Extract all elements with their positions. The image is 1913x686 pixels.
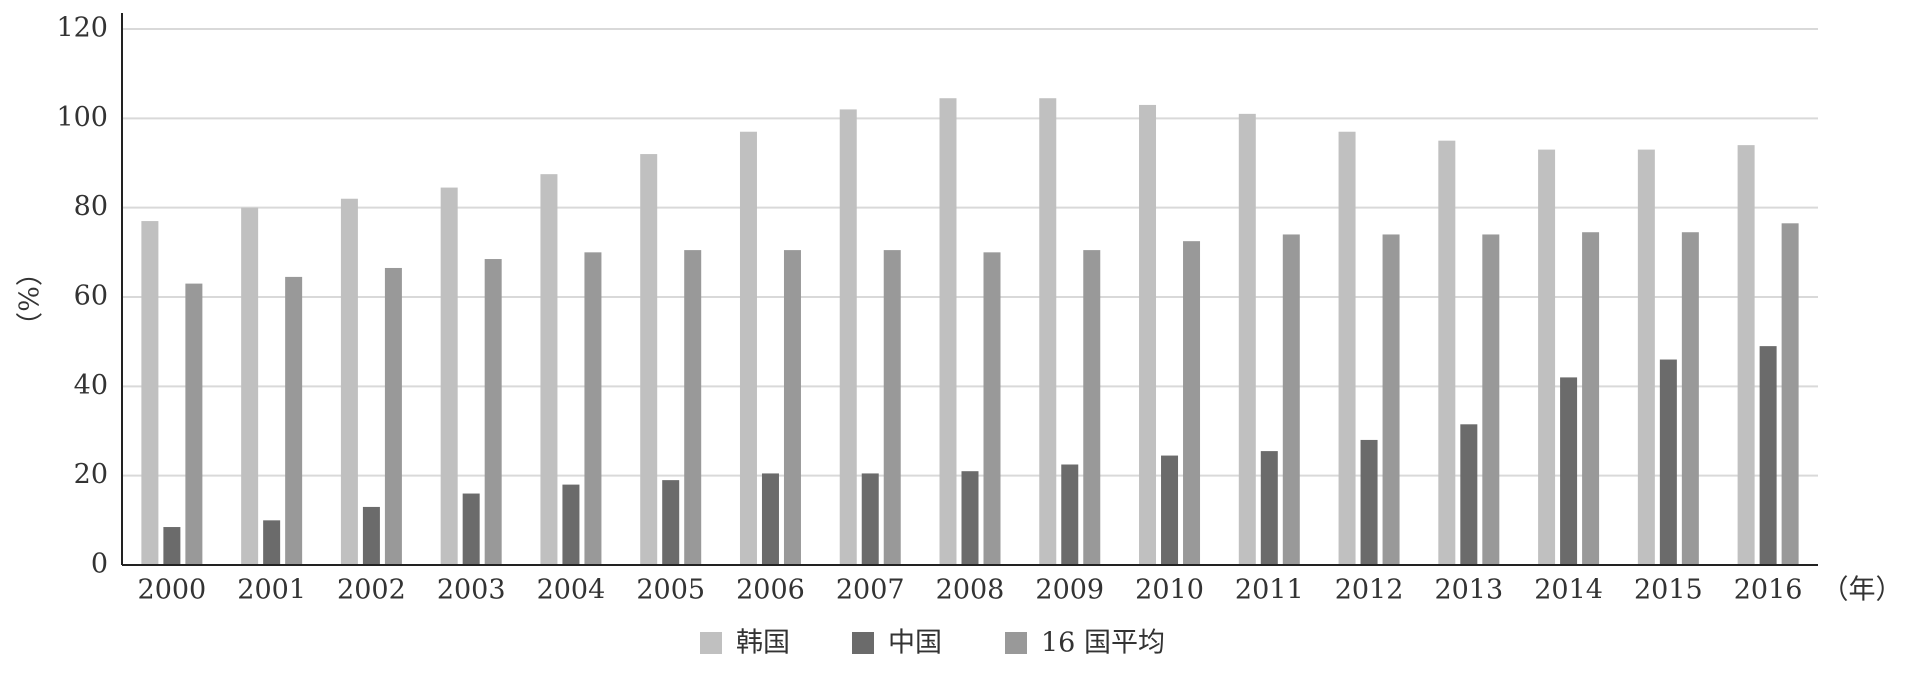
bar bbox=[1161, 455, 1179, 565]
x-tick-label: 2004 bbox=[537, 575, 606, 606]
x-tick-label: 2011 bbox=[1235, 575, 1304, 606]
bar bbox=[340, 198, 358, 565]
bar bbox=[1538, 149, 1556, 565]
legend-label: 韩国 bbox=[736, 628, 790, 659]
x-tick-label: 2008 bbox=[936, 575, 1005, 606]
x-tick-label: 2015 bbox=[1634, 575, 1703, 606]
y-tick-label: 80 bbox=[74, 191, 108, 222]
bar bbox=[1560, 377, 1578, 565]
bar bbox=[241, 207, 259, 565]
bar bbox=[1083, 250, 1101, 565]
y-tick-label: 20 bbox=[74, 459, 108, 490]
y-tick-label: 0 bbox=[91, 549, 108, 580]
bar bbox=[1737, 145, 1755, 565]
bar bbox=[1482, 234, 1500, 565]
bar bbox=[883, 250, 901, 565]
x-axis-label: （年） bbox=[1822, 575, 1903, 606]
legend-swatch bbox=[700, 632, 722, 654]
bar bbox=[1438, 140, 1456, 565]
bar bbox=[1360, 439, 1378, 565]
y-axis-label: （%） bbox=[12, 259, 43, 339]
bar bbox=[562, 484, 580, 565]
x-tick-label: 2003 bbox=[437, 575, 506, 606]
bar bbox=[1338, 131, 1356, 565]
bar bbox=[362, 506, 380, 565]
x-tick-label: 2006 bbox=[736, 575, 805, 606]
bar bbox=[1238, 113, 1256, 565]
x-tick-label: 2009 bbox=[1035, 575, 1104, 606]
x-tick-label: 2005 bbox=[636, 575, 705, 606]
bar bbox=[540, 174, 558, 565]
bar bbox=[484, 259, 502, 565]
x-tick-label: 2012 bbox=[1335, 575, 1404, 606]
bar bbox=[384, 267, 402, 565]
bar bbox=[1039, 98, 1057, 565]
y-tick-label: 100 bbox=[56, 102, 108, 133]
legend-label: 16 国平均 bbox=[1041, 628, 1165, 659]
x-tick-label: 2010 bbox=[1135, 575, 1204, 606]
bar bbox=[263, 520, 281, 565]
bar bbox=[1637, 149, 1655, 565]
bar bbox=[861, 473, 879, 565]
legend-swatch bbox=[1005, 632, 1027, 654]
x-tick-label: 2016 bbox=[1734, 575, 1803, 606]
legend-label: 中国 bbox=[888, 628, 942, 659]
bar bbox=[584, 252, 602, 566]
y-tick-label: 120 bbox=[56, 13, 108, 44]
bar bbox=[185, 283, 203, 565]
bar bbox=[1781, 223, 1799, 566]
bar bbox=[662, 480, 680, 565]
x-tick-label: 2001 bbox=[237, 575, 306, 606]
x-tick-label: 2014 bbox=[1534, 575, 1603, 606]
bar bbox=[1139, 104, 1157, 565]
x-tick-label: 2002 bbox=[337, 575, 406, 606]
y-tick-label: 60 bbox=[74, 281, 108, 312]
bar bbox=[440, 187, 458, 566]
bar bbox=[839, 109, 857, 566]
bar bbox=[163, 527, 181, 565]
bar bbox=[761, 473, 779, 565]
bar bbox=[285, 276, 303, 565]
bar bbox=[1582, 232, 1600, 565]
bar bbox=[1759, 346, 1777, 565]
bar bbox=[684, 250, 702, 565]
bar bbox=[1282, 234, 1300, 565]
bar bbox=[141, 221, 159, 566]
y-tick-label: 40 bbox=[74, 370, 108, 401]
bar bbox=[640, 154, 658, 566]
bar bbox=[983, 252, 1001, 566]
bar bbox=[1183, 241, 1201, 565]
bar bbox=[1382, 234, 1400, 565]
bar bbox=[783, 250, 801, 565]
bar bbox=[1681, 232, 1699, 565]
x-tick-label: 2000 bbox=[138, 575, 207, 606]
bar bbox=[1260, 451, 1278, 565]
bar bbox=[939, 98, 957, 565]
bar bbox=[1460, 424, 1478, 565]
bar bbox=[1061, 464, 1079, 565]
bar bbox=[739, 131, 757, 565]
bar bbox=[462, 493, 480, 565]
bar bbox=[961, 471, 979, 565]
x-tick-label: 2007 bbox=[836, 575, 905, 606]
bar bbox=[1659, 359, 1677, 565]
legend-swatch bbox=[852, 632, 874, 654]
x-tick-label: 2013 bbox=[1434, 575, 1503, 606]
